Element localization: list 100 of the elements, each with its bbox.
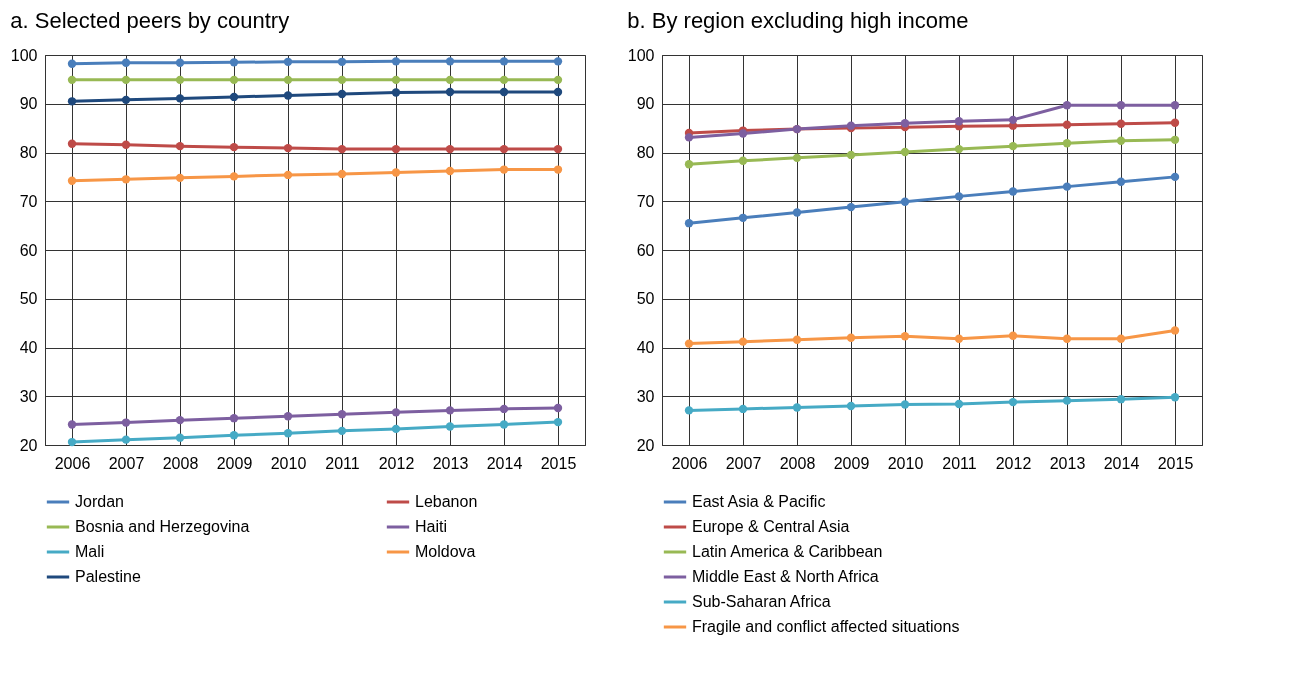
y-tick-label: 30 <box>636 387 655 405</box>
legend-label: Sub-Saharan Africa <box>692 593 831 610</box>
point <box>1008 115 1018 125</box>
legend-label: Palestine <box>75 568 141 585</box>
legend-label: Lebanon <box>415 493 478 510</box>
point <box>900 119 910 128</box>
point <box>553 75 563 85</box>
legend-label: East Asia & Pacific <box>692 493 826 510</box>
point <box>337 57 347 66</box>
point <box>391 88 401 97</box>
point <box>283 91 293 100</box>
x-tick-label: 2007 <box>725 454 762 472</box>
point <box>1062 182 1072 191</box>
chart-title: b. By region excluding high income <box>627 8 969 33</box>
y-tick-label: 100 <box>627 46 655 64</box>
point <box>67 420 77 429</box>
point <box>1170 135 1180 144</box>
y-tick-label: 30 <box>19 387 38 405</box>
y-tick-label: 100 <box>10 46 38 64</box>
y-tick-label: 80 <box>636 144 655 161</box>
legend-label: Latin America & Caribbean <box>692 543 883 560</box>
point <box>846 202 856 212</box>
point <box>391 144 401 154</box>
point <box>175 94 185 103</box>
x-tick-label: 2015 <box>540 454 577 472</box>
point <box>283 429 293 438</box>
point <box>553 403 563 413</box>
point <box>1062 139 1072 148</box>
y-tick-label: 40 <box>19 339 38 356</box>
point <box>738 156 748 165</box>
point <box>67 139 77 148</box>
x-tick-label: 2011 <box>942 454 977 472</box>
point <box>900 400 910 409</box>
point <box>229 75 239 85</box>
point <box>553 57 563 66</box>
point <box>175 141 185 151</box>
point <box>175 75 185 85</box>
point <box>1116 177 1126 186</box>
x-tick-label: 2010 <box>270 454 307 472</box>
point <box>445 166 455 176</box>
point <box>67 176 77 185</box>
point <box>121 175 131 184</box>
point <box>445 144 455 154</box>
point <box>1116 119 1126 128</box>
y-tick-label: 50 <box>636 290 655 308</box>
point <box>337 75 347 85</box>
legend-label: Mali <box>75 543 105 560</box>
point <box>67 59 77 68</box>
x-tick-label: 2008 <box>162 454 199 472</box>
point <box>553 165 563 174</box>
point <box>1062 334 1072 343</box>
point <box>175 173 185 183</box>
point <box>499 404 509 414</box>
point <box>846 150 856 160</box>
point <box>499 144 509 154</box>
x-tick-label: 2011 <box>325 454 360 472</box>
point <box>499 165 509 174</box>
point <box>553 144 563 154</box>
x-tick-label: 2015 <box>1157 454 1194 472</box>
point <box>391 424 401 434</box>
point <box>121 140 131 149</box>
point <box>1116 334 1126 343</box>
point <box>792 335 802 344</box>
point <box>67 75 77 85</box>
x-tick-label: 2010 <box>887 454 924 472</box>
point <box>283 412 293 421</box>
point <box>445 57 455 66</box>
point <box>792 208 802 217</box>
point <box>900 147 910 157</box>
point <box>846 401 856 411</box>
point <box>391 168 401 177</box>
x-tick-label: 2009 <box>216 454 253 472</box>
legend-label: Bosnia and Herzegovina <box>75 518 250 535</box>
point <box>900 332 910 341</box>
point <box>229 92 239 102</box>
point <box>1116 101 1126 110</box>
point <box>900 197 910 206</box>
point <box>283 143 293 153</box>
x-tick-label: 2014 <box>1103 454 1140 472</box>
point <box>1062 101 1072 110</box>
y-tick-label: 50 <box>19 290 38 308</box>
y-tick-label: 90 <box>636 95 655 113</box>
point <box>283 170 293 180</box>
point <box>499 75 509 85</box>
point <box>391 75 401 85</box>
point <box>1170 393 1180 402</box>
point <box>121 58 131 67</box>
y-tick-label: 60 <box>636 241 655 259</box>
point <box>684 133 694 142</box>
point <box>499 420 509 429</box>
point <box>954 117 964 126</box>
point <box>445 422 455 431</box>
legend-label: Haiti <box>415 518 448 535</box>
point <box>175 433 185 442</box>
point <box>445 87 455 97</box>
point <box>846 333 856 342</box>
point <box>445 406 455 415</box>
point <box>229 58 239 67</box>
point <box>121 75 131 85</box>
y-tick-label: 60 <box>19 241 38 259</box>
